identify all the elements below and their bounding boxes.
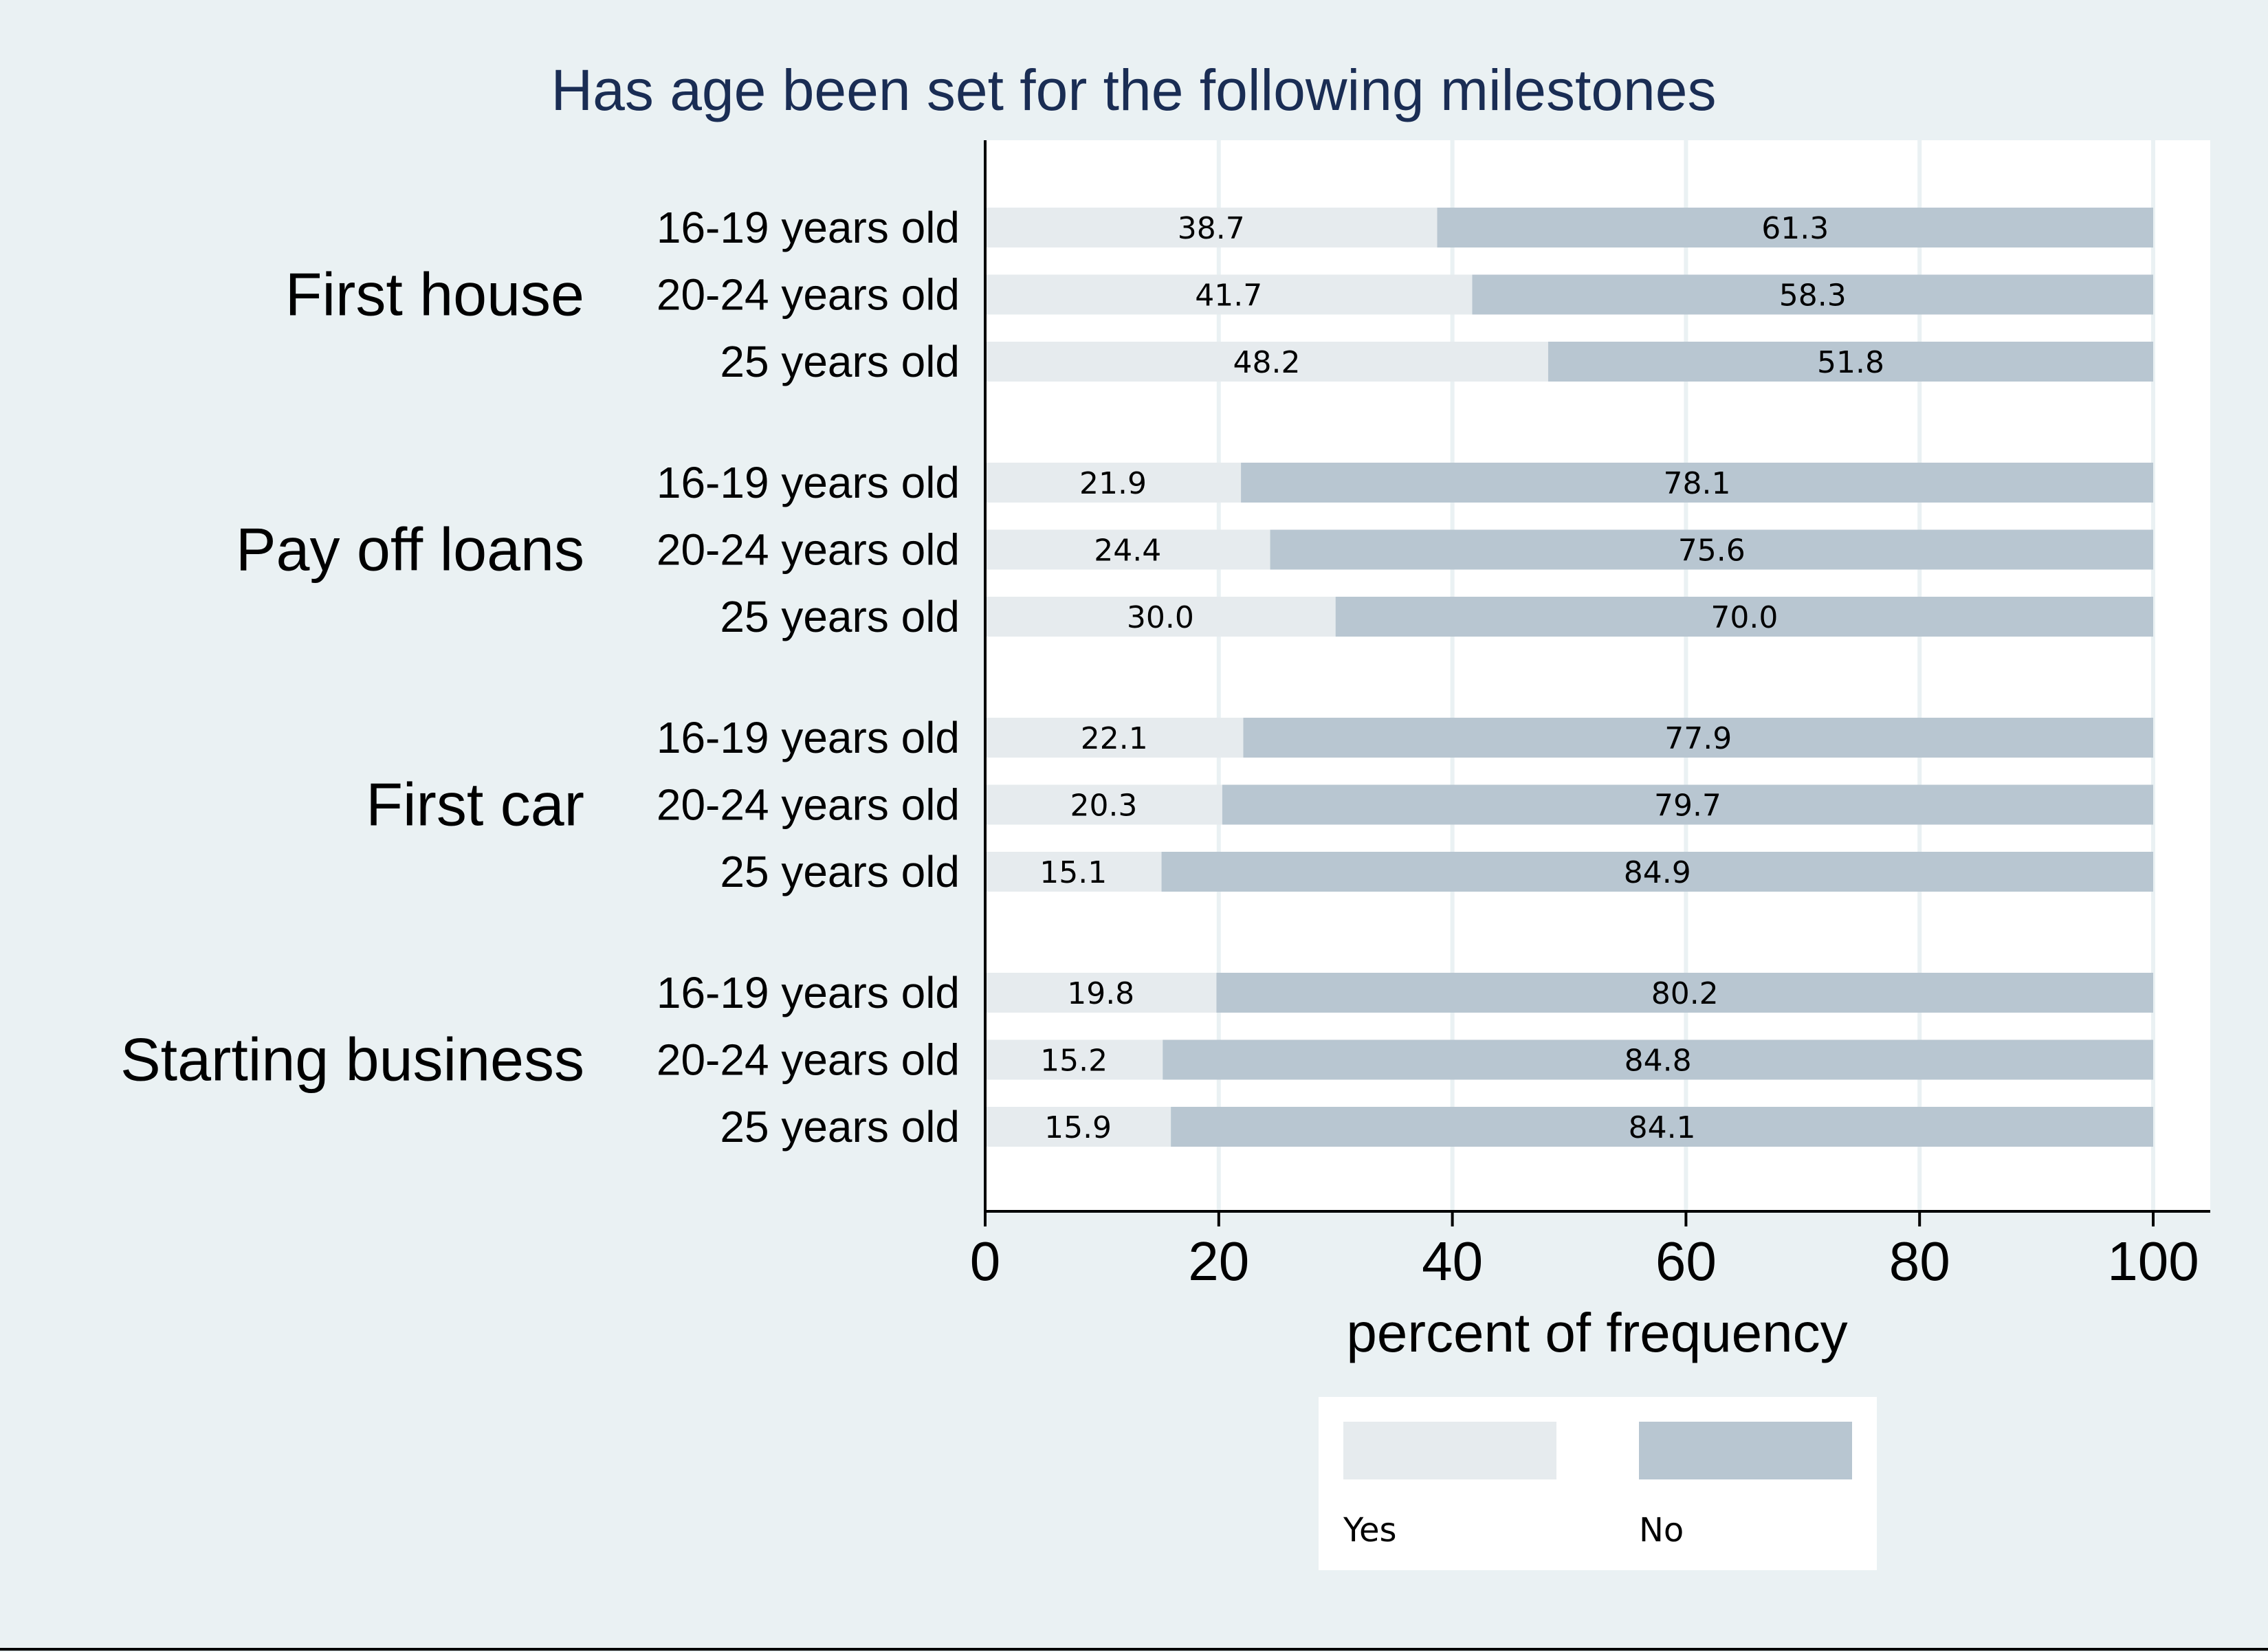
legend-swatch-yes bbox=[1343, 1422, 1556, 1479]
data-label-yes: 20.3 bbox=[1070, 789, 1137, 824]
plot-background bbox=[985, 140, 2210, 1211]
data-label-yes: 22.1 bbox=[1081, 721, 1148, 756]
bar-no bbox=[1243, 718, 2153, 758]
bar-no bbox=[1437, 208, 2153, 247]
category-label: 16-19 years old bbox=[657, 458, 960, 507]
data-label-no: 61.3 bbox=[1761, 211, 1829, 246]
bar-yes bbox=[985, 1107, 1171, 1147]
legend-label-yes: Yes bbox=[1343, 1511, 1396, 1550]
category-label: 20-24 years old bbox=[657, 780, 960, 830]
data-label-no: 84.9 bbox=[1624, 855, 1691, 890]
plot-area: First house 16-19 years old 38.7 61.3 20-24 … bbox=[120, 140, 2210, 1211]
bar-yes bbox=[985, 852, 1162, 892]
data-label-no: 75.6 bbox=[1678, 533, 1746, 569]
data-label-yes: 41.7 bbox=[1195, 278, 1262, 313]
legend-swatch-no bbox=[1639, 1422, 1852, 1479]
chart-title: Has age been set for the following miles… bbox=[551, 58, 1717, 122]
x-tick-label: 20 bbox=[1188, 1231, 1249, 1292]
group-label: Pay off loans bbox=[236, 516, 584, 584]
data-label-yes: 48.2 bbox=[1233, 345, 1300, 380]
bar-yes bbox=[985, 342, 1548, 382]
bar-yes bbox=[985, 208, 1438, 247]
bar-no bbox=[1335, 597, 2153, 637]
data-label-yes: 21.9 bbox=[1079, 466, 1147, 501]
data-label-yes: 24.4 bbox=[1094, 533, 1161, 569]
bar-no bbox=[1548, 342, 2153, 382]
x-tick-label: 40 bbox=[1422, 1231, 1483, 1292]
data-label-no: 58.3 bbox=[1779, 278, 1847, 313]
bar-no bbox=[1222, 784, 2153, 825]
legend: Yes No bbox=[1319, 1397, 1877, 1570]
bar-no bbox=[1161, 852, 2153, 892]
bar-yes bbox=[985, 784, 1222, 825]
bar-no bbox=[1171, 1107, 2153, 1147]
bar-no bbox=[1241, 463, 2153, 503]
bar-no bbox=[1270, 529, 2153, 570]
data-label-no: 78.1 bbox=[1664, 466, 1731, 501]
x-tick-label: 80 bbox=[1889, 1231, 1950, 1292]
data-label-yes: 15.2 bbox=[1040, 1044, 1108, 1079]
bar-no bbox=[1216, 973, 2153, 1013]
data-label-yes: 15.9 bbox=[1044, 1110, 1112, 1145]
x-tick-label: 100 bbox=[2107, 1231, 2199, 1292]
category-label: 25 years old bbox=[720, 592, 960, 641]
category-label: 16-19 years old bbox=[657, 968, 960, 1017]
category-label: 20-24 years old bbox=[657, 270, 960, 320]
bar-yes bbox=[985, 1039, 1163, 1080]
category-label: 20-24 years old bbox=[657, 525, 960, 575]
bar-no bbox=[1163, 1039, 2153, 1080]
data-label-no: 80.2 bbox=[1651, 976, 1719, 1011]
data-label-no: 77.9 bbox=[1664, 721, 1732, 756]
x-tick-label: 60 bbox=[1655, 1231, 1717, 1292]
data-label-no: 79.7 bbox=[1654, 789, 1721, 824]
data-label-no: 84.8 bbox=[1625, 1044, 1692, 1079]
data-label-yes: 15.1 bbox=[1039, 855, 1107, 890]
bar-no bbox=[1472, 274, 2153, 315]
category-label: 16-19 years old bbox=[657, 203, 960, 252]
bar-yes bbox=[985, 597, 1336, 637]
data-label-yes: 19.8 bbox=[1067, 976, 1134, 1011]
bar-yes bbox=[985, 463, 1242, 503]
data-label-no: 84.1 bbox=[1629, 1110, 1696, 1145]
bar-yes bbox=[985, 973, 1217, 1013]
category-label: 25 years old bbox=[720, 337, 960, 386]
group-label: Starting business bbox=[120, 1026, 584, 1094]
bar-yes bbox=[985, 529, 1270, 570]
x-axis: 0 20 40 60 80 100 bbox=[0, 140, 2268, 1651]
bar-yes bbox=[985, 718, 1244, 758]
category-label: 25 years old bbox=[720, 847, 960, 896]
data-label-yes: 30.0 bbox=[1127, 600, 1194, 635]
bar-yes bbox=[985, 274, 1473, 315]
group-label: First car bbox=[366, 771, 584, 839]
data-label-no: 70.0 bbox=[1710, 600, 1778, 635]
legend-label-no: No bbox=[1639, 1511, 1684, 1550]
category-label: 25 years old bbox=[720, 1102, 960, 1152]
x-tick-label: 0 bbox=[970, 1231, 1001, 1292]
group-label: First house bbox=[285, 261, 584, 329]
category-label: 20-24 years old bbox=[657, 1035, 960, 1085]
x-axis-title: percent of frequency bbox=[1346, 1302, 1847, 1363]
data-label-no: 51.8 bbox=[1817, 345, 1884, 380]
category-label: 16-19 years old bbox=[657, 713, 960, 762]
data-label-yes: 38.7 bbox=[1178, 211, 1245, 246]
